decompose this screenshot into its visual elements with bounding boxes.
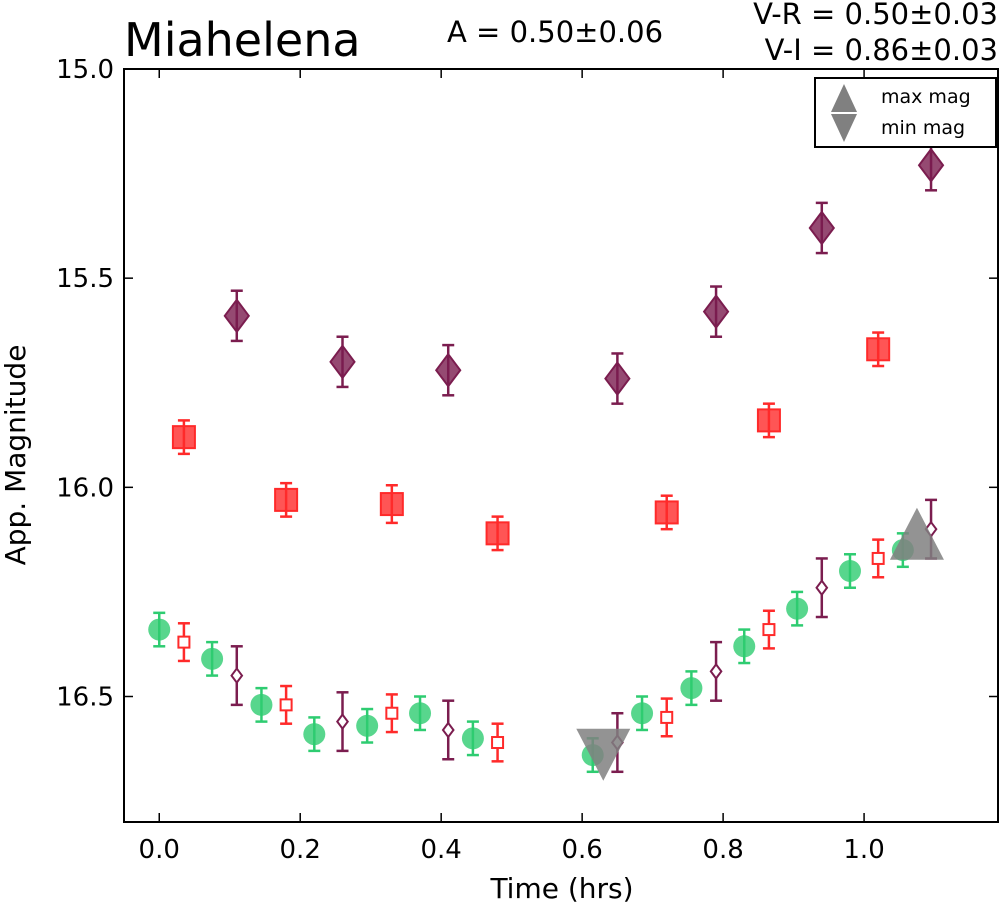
y-axis-label: App. Magnitude: [0, 345, 32, 566]
data-point: [303, 723, 326, 746]
data-point: [762, 623, 776, 637]
data-point: [379, 492, 404, 517]
x-tick-label: 0.4: [420, 835, 461, 865]
data-point: [177, 635, 191, 649]
legend-label-max: max mag: [881, 86, 971, 108]
series-1: [171, 331, 891, 552]
data-point: [654, 500, 679, 525]
v-i-annotation: V-I = 0.86±0.03: [765, 33, 998, 67]
data-point: [660, 710, 674, 724]
data-point: [917, 147, 945, 183]
data-point: [250, 693, 273, 716]
data-point: [604, 360, 631, 397]
data-point: [201, 647, 224, 670]
amplitude-annotation: A = 0.50±0.06: [447, 15, 663, 49]
data-point: [434, 352, 462, 388]
data-point: [631, 702, 654, 725]
data-point: [733, 635, 756, 658]
data-point: [491, 736, 505, 750]
data-point: [680, 677, 703, 700]
data-point: [461, 727, 484, 750]
y-tick-label: 16.0: [56, 473, 114, 503]
max-mag-marker: [889, 507, 944, 560]
x-axis-label: Time (hrs): [489, 872, 633, 904]
x-tick-label: 0.8: [702, 835, 743, 865]
y-tick-label: 16.5: [56, 683, 114, 713]
data-point: [838, 560, 861, 582]
data-point: [808, 210, 836, 246]
series-0: [223, 138, 945, 405]
data-point: [356, 714, 379, 737]
data-point: [274, 487, 299, 512]
x-tick-label: 0.6: [561, 835, 602, 865]
data-point: [786, 597, 809, 620]
x-tick-label: 0.2: [280, 835, 321, 865]
x-tick-label: 0.0: [139, 835, 180, 865]
x-tick-label: 1.0: [843, 835, 884, 865]
data-point: [866, 337, 891, 362]
data-point: [230, 666, 244, 685]
data-point: [329, 344, 356, 380]
chart-title: Miahelena: [124, 13, 361, 67]
data-point: [815, 579, 829, 597]
data-point: [485, 521, 510, 546]
data-point: [223, 298, 251, 334]
data-point: [171, 425, 196, 450]
data-point: [702, 293, 730, 330]
y-tick-label: 15.5: [56, 264, 114, 294]
legend-triangle-up-icon: [831, 84, 857, 112]
v-r-annotation: V-R = 0.50±0.03: [753, 0, 998, 31]
data-point: [279, 698, 293, 712]
data-point: [409, 702, 432, 725]
plot-frame: [123, 68, 999, 823]
series-3: [177, 538, 885, 763]
series-4: [230, 498, 938, 774]
data-point: [148, 618, 171, 641]
data-point: [441, 721, 455, 739]
data-point: [385, 706, 399, 720]
legend: max mag min mag: [814, 77, 997, 148]
data-point: [756, 408, 781, 433]
min-mag-marker: [576, 728, 631, 781]
data-point: [871, 551, 885, 565]
series-2: [148, 532, 914, 774]
data-point: [336, 712, 349, 731]
data-point: [709, 662, 723, 681]
y-tick-label: 15.0: [56, 55, 114, 85]
legend-triangle-down-icon: [831, 114, 857, 142]
legend-label-min: min mag: [881, 117, 965, 139]
